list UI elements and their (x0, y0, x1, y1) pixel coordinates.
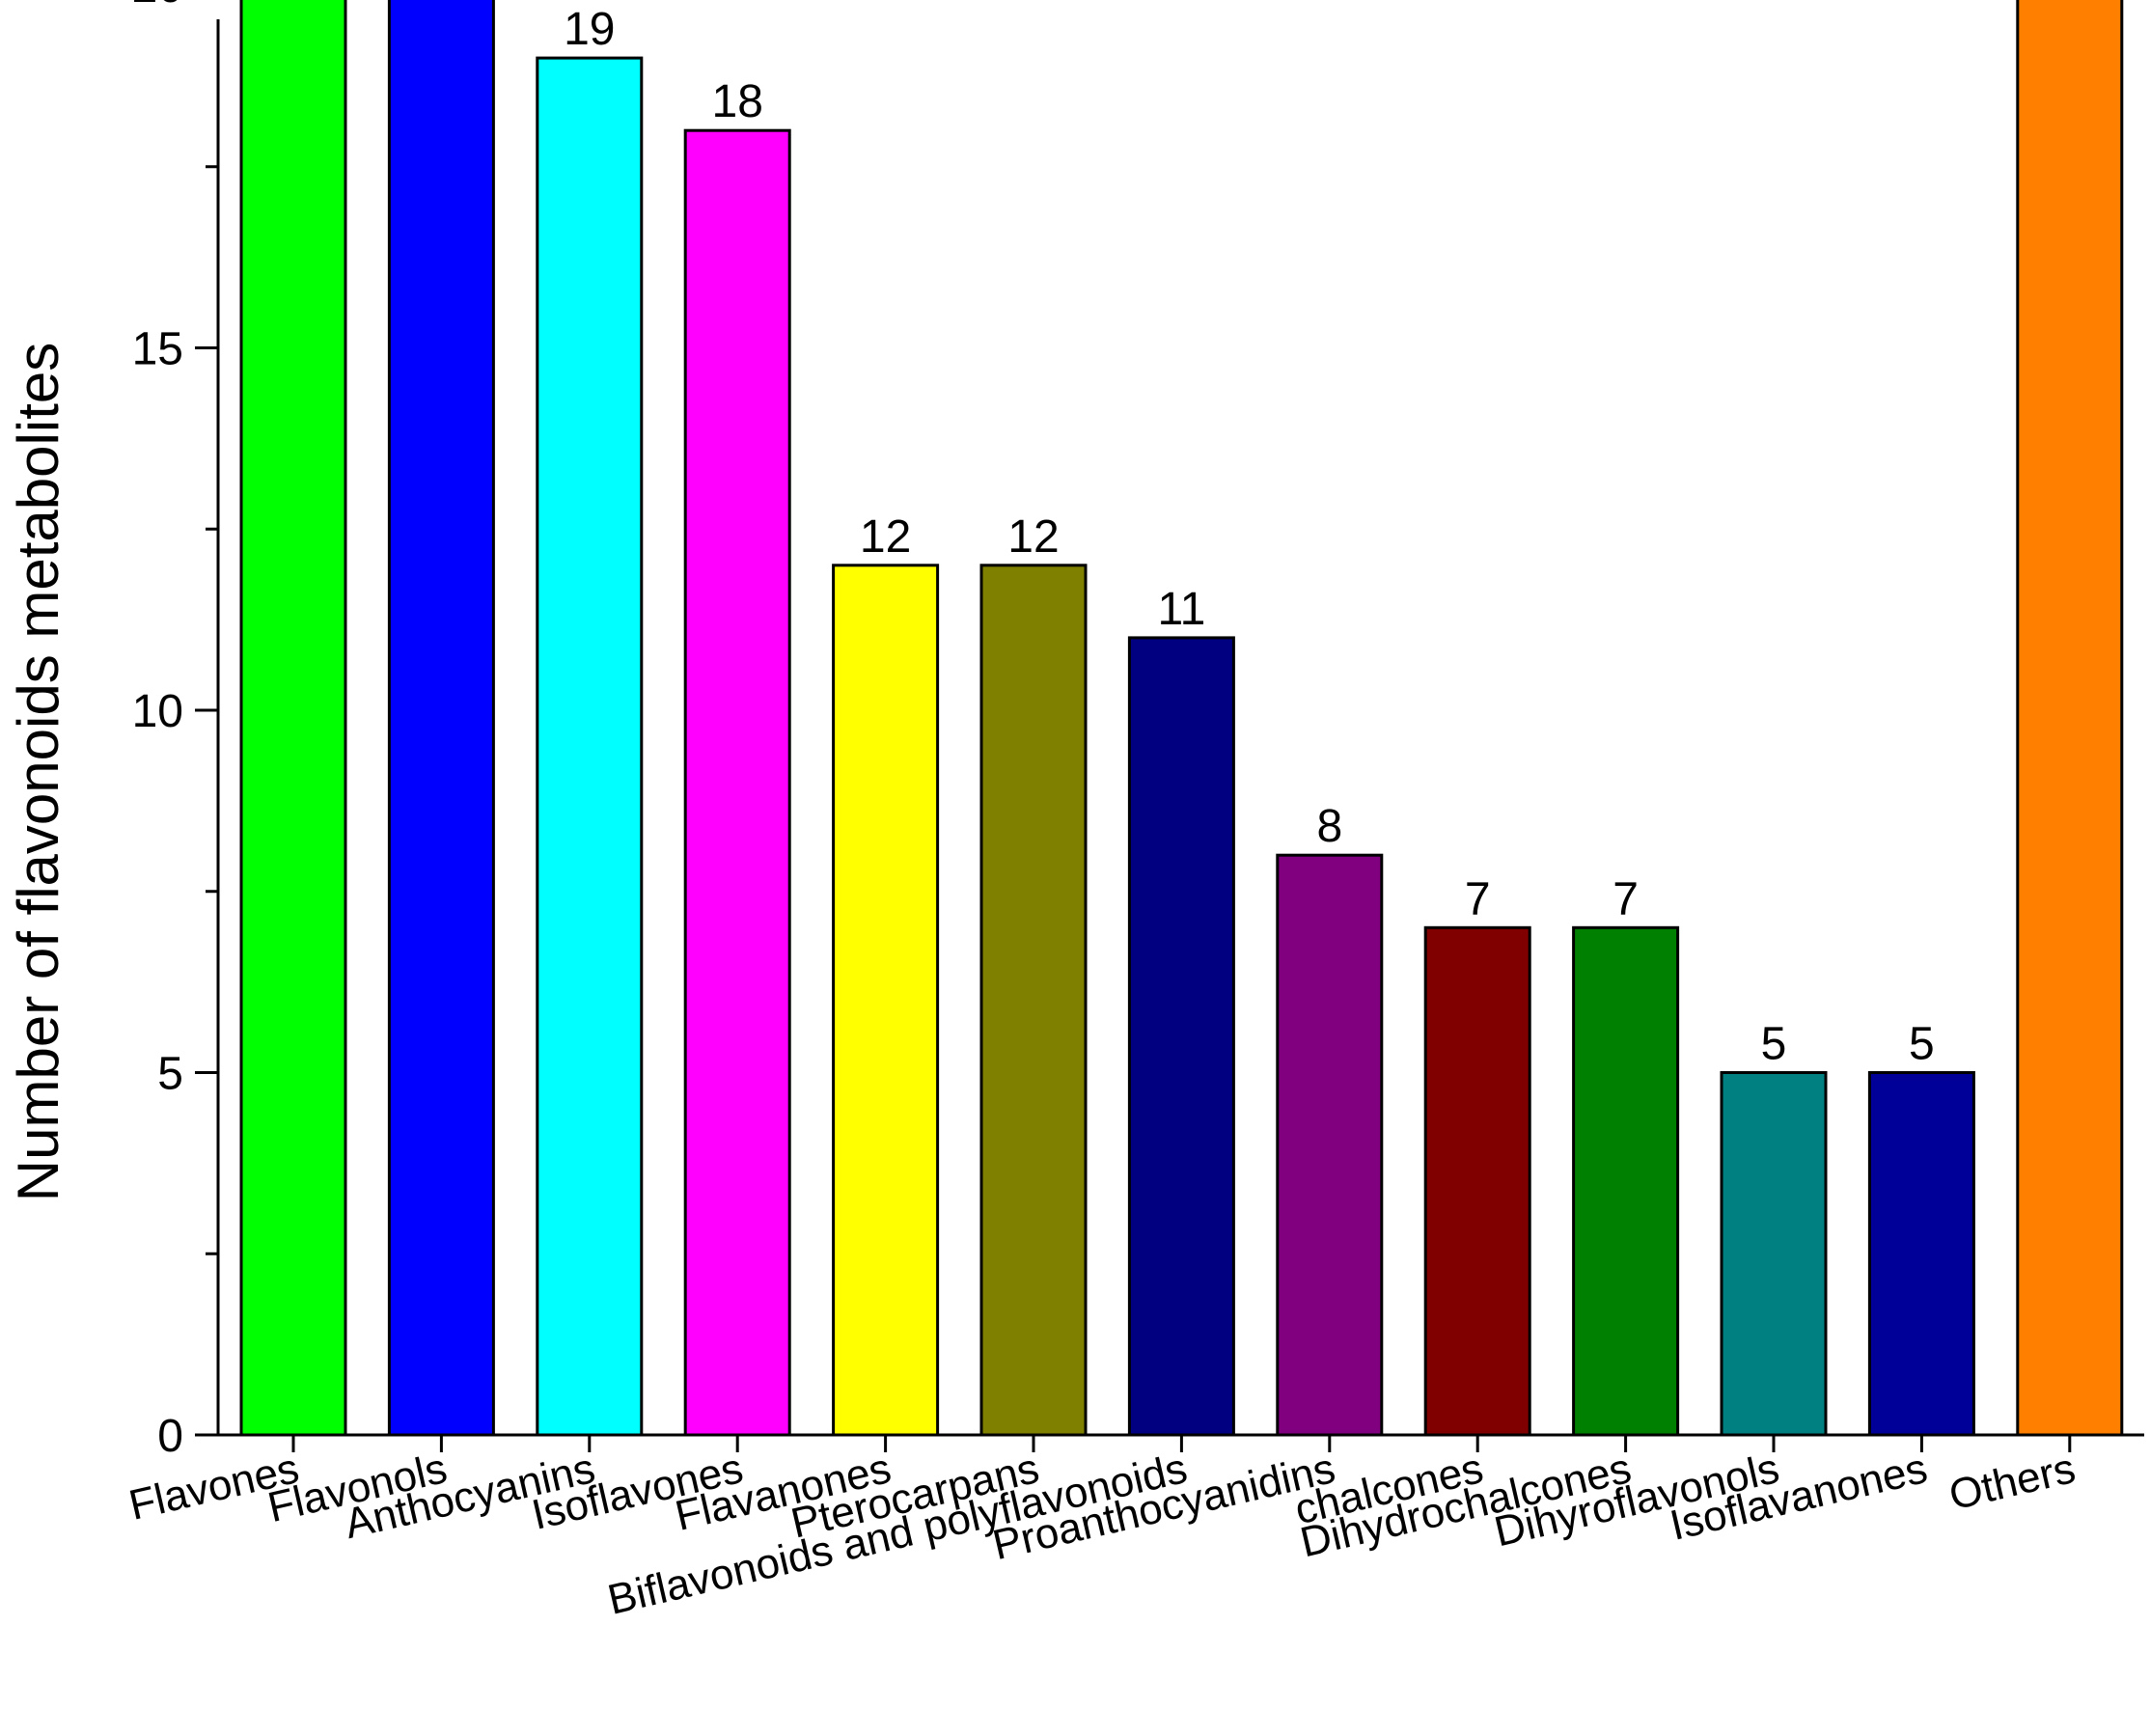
bar (979, 564, 1088, 1437)
bar-value-label: 5 (1761, 1019, 1787, 1070)
bar (1720, 1071, 1828, 1437)
bar (387, 0, 495, 1437)
bar-value-label: 12 (1007, 511, 1059, 563)
x-category-label: Others (1944, 1445, 2080, 1519)
bar (683, 128, 791, 1437)
y-ticks-layer: 05101520253035 (132, 0, 218, 1462)
bar (1572, 925, 1680, 1437)
bar (1127, 636, 1235, 1437)
bar (1423, 925, 1531, 1437)
y-axis-title: Number of flavonoids metabolites (6, 343, 70, 1201)
y-tick-label: 20 (132, 0, 183, 13)
bar (1867, 1071, 1975, 1437)
bar (536, 56, 644, 1437)
bar-value-label: 19 (564, 4, 615, 55)
y-tick-label: 15 (132, 324, 183, 375)
bar (832, 564, 940, 1437)
bars-layer (239, 0, 2124, 1437)
bar-value-label: 7 (1612, 873, 1639, 924)
bar-value-label: 12 (860, 511, 911, 563)
bar-value-label: 18 (712, 76, 763, 127)
bar-value-label: 7 (1465, 873, 1491, 924)
bar (2016, 0, 2124, 1437)
y-tick-label: 0 (157, 1411, 183, 1462)
bar (239, 0, 347, 1437)
bar-value-label: 11 (1157, 584, 1205, 635)
bar-value-label: 8 (1316, 801, 1342, 852)
y-tick-label: 5 (157, 1049, 183, 1100)
data-labels-layer: 312519181212118775538 (564, 4, 1935, 1070)
x-ticks-layer (291, 1435, 2072, 1452)
bar (1276, 853, 1384, 1437)
category-labels-layer: FlavonesFlavonolsAnthocyaninsIsoflavones… (124, 1445, 2080, 1624)
y-tick-label: 10 (132, 686, 183, 737)
bar-value-label: 5 (1909, 1019, 1935, 1070)
